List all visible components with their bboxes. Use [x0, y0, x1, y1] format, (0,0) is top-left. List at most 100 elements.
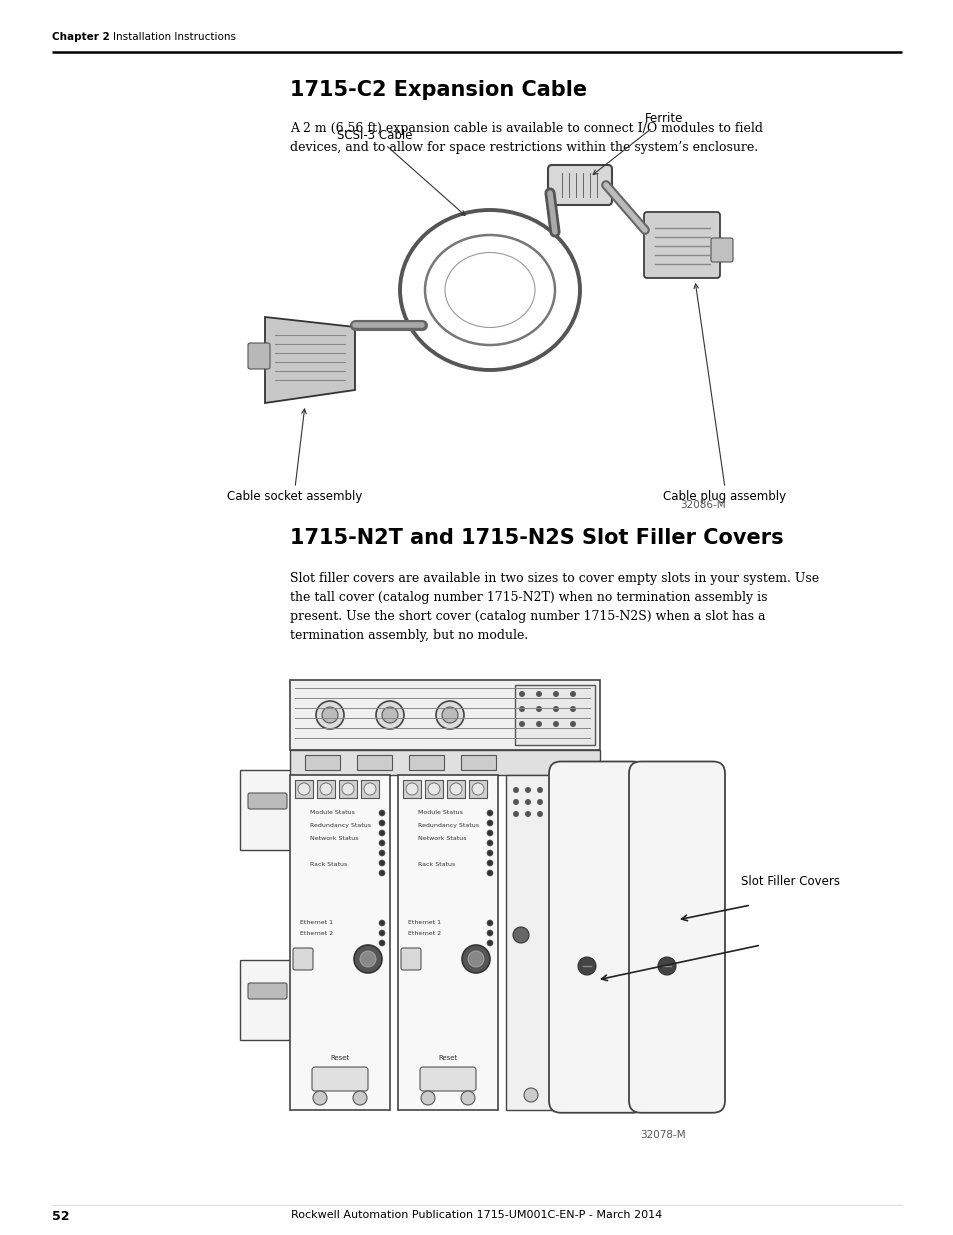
Circle shape	[428, 783, 439, 795]
Bar	[402, 781, 420, 798]
Circle shape	[378, 820, 385, 826]
Circle shape	[450, 783, 461, 795]
Circle shape	[359, 951, 375, 967]
Circle shape	[378, 840, 385, 846]
Bar	[240, 960, 294, 1040]
Circle shape	[313, 1091, 327, 1105]
FancyBboxPatch shape	[248, 793, 287, 809]
Bar	[419, 750, 450, 769]
Text: 52: 52	[52, 1210, 70, 1223]
Bar	[409, 755, 443, 769]
Circle shape	[472, 783, 483, 795]
Circle shape	[513, 787, 518, 793]
Circle shape	[518, 721, 524, 727]
Circle shape	[486, 940, 493, 946]
Bar	[515, 685, 595, 745]
Circle shape	[315, 701, 344, 729]
FancyBboxPatch shape	[293, 948, 313, 969]
Circle shape	[569, 692, 576, 697]
Text: Ethernet 1: Ethernet 1	[299, 920, 333, 925]
Circle shape	[518, 692, 524, 697]
Circle shape	[658, 957, 676, 974]
Text: Ethernet 2: Ethernet 2	[408, 931, 440, 936]
Circle shape	[537, 787, 542, 793]
Circle shape	[378, 810, 385, 816]
Bar	[469, 781, 486, 798]
Circle shape	[486, 830, 493, 836]
Text: Rack Status: Rack Status	[310, 862, 347, 867]
Text: Slot filler covers are available in two sizes to cover empty slots in your syste: Slot filler covers are available in two …	[290, 572, 819, 642]
Circle shape	[537, 799, 542, 805]
Circle shape	[523, 1088, 537, 1102]
Text: Ethernet 1: Ethernet 1	[408, 920, 440, 925]
Circle shape	[378, 920, 385, 926]
Circle shape	[513, 811, 518, 818]
Circle shape	[486, 860, 493, 866]
Text: Reset: Reset	[438, 1055, 457, 1061]
FancyBboxPatch shape	[312, 1067, 368, 1091]
Circle shape	[460, 1091, 475, 1105]
Circle shape	[378, 930, 385, 936]
Bar	[397, 776, 497, 1110]
Circle shape	[524, 799, 531, 805]
Circle shape	[420, 1091, 435, 1105]
Circle shape	[486, 920, 493, 926]
Circle shape	[536, 721, 541, 727]
FancyBboxPatch shape	[628, 762, 724, 1113]
Circle shape	[486, 810, 493, 816]
Bar	[447, 781, 464, 798]
Bar	[290, 750, 599, 776]
Circle shape	[378, 940, 385, 946]
Text: Redundancy Status: Redundancy Status	[310, 823, 371, 827]
Circle shape	[569, 706, 576, 713]
Bar	[319, 750, 350, 769]
FancyBboxPatch shape	[248, 983, 287, 999]
Text: Cable plug assembly: Cable plug assembly	[662, 490, 785, 503]
Circle shape	[461, 945, 490, 973]
Text: Network Status: Network Status	[310, 836, 358, 841]
FancyBboxPatch shape	[419, 1067, 476, 1091]
FancyBboxPatch shape	[710, 238, 732, 262]
Circle shape	[553, 721, 558, 727]
Circle shape	[353, 1091, 367, 1105]
Circle shape	[486, 930, 493, 936]
FancyBboxPatch shape	[547, 165, 612, 205]
Circle shape	[524, 787, 531, 793]
Text: Slot Filler Covers: Slot Filler Covers	[740, 876, 840, 888]
Bar	[305, 755, 339, 769]
Bar	[360, 781, 378, 798]
FancyBboxPatch shape	[548, 762, 644, 1113]
Text: Ferrite: Ferrite	[593, 112, 682, 174]
Circle shape	[468, 951, 483, 967]
Circle shape	[441, 706, 457, 722]
Circle shape	[375, 701, 403, 729]
Bar	[424, 781, 442, 798]
Circle shape	[378, 830, 385, 836]
Circle shape	[341, 783, 354, 795]
Bar	[460, 755, 496, 769]
Circle shape	[486, 869, 493, 876]
Text: Cable socket assembly: Cable socket assembly	[227, 490, 362, 503]
Circle shape	[486, 850, 493, 856]
Bar	[316, 781, 335, 798]
Circle shape	[297, 783, 310, 795]
Circle shape	[364, 783, 375, 795]
Text: Module Status: Module Status	[417, 810, 462, 815]
Circle shape	[319, 783, 332, 795]
Circle shape	[378, 860, 385, 866]
Circle shape	[553, 706, 558, 713]
Circle shape	[536, 692, 541, 697]
Bar	[290, 680, 599, 750]
Text: Installation Instructions: Installation Instructions	[100, 32, 235, 42]
Circle shape	[486, 840, 493, 846]
Circle shape	[578, 957, 596, 974]
Text: A 2 m (6.56 ft) expansion cable is available to connect I/O modules to field
dev: A 2 m (6.56 ft) expansion cable is avail…	[290, 122, 762, 154]
Text: Rack Status: Rack Status	[417, 862, 455, 867]
Circle shape	[536, 706, 541, 713]
Circle shape	[322, 706, 337, 722]
Circle shape	[513, 927, 529, 944]
Polygon shape	[265, 317, 355, 403]
Circle shape	[436, 701, 463, 729]
Bar	[370, 750, 399, 769]
FancyBboxPatch shape	[400, 948, 420, 969]
